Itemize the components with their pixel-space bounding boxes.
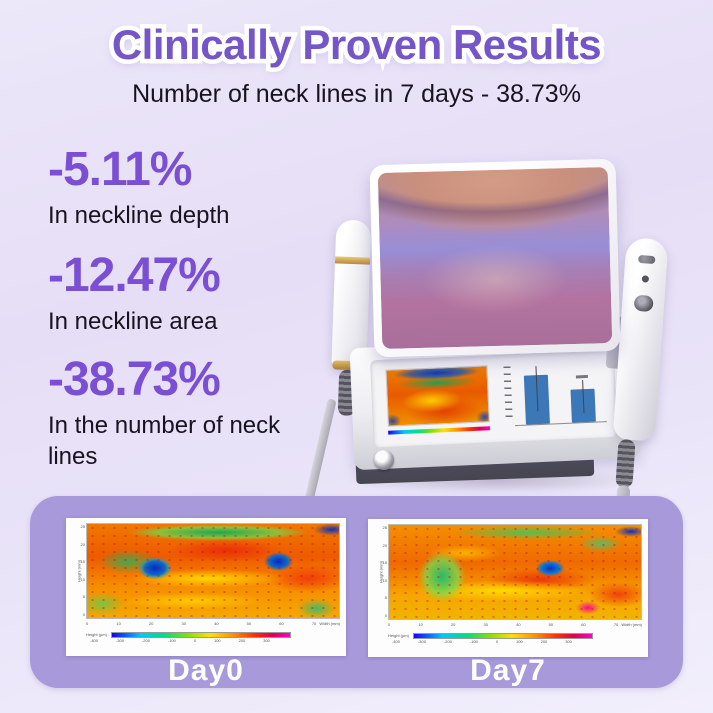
scan-card-day0: Height (mm) 25 20 15 10 5 0 0 10 20 30 40 50 60 70 W…: [66, 518, 346, 656]
colorbar: [110, 631, 291, 638]
bar: [523, 374, 550, 425]
console-knob: [374, 450, 394, 470]
bar-day0: [523, 361, 550, 425]
neck-scan-display: [377, 167, 613, 349]
console-heatmap: [385, 365, 490, 427]
heatmap-day0: [86, 523, 340, 619]
stat-neckline-area: -12.47% In neckline area: [48, 249, 221, 337]
colorbar-ticks: -400 -300 -200 -100 0 100 200 300: [90, 638, 270, 643]
colorbar-row: Height (μm): [388, 632, 642, 639]
before-after-panel: Height (mm) 25 20 15 10 5 0 0 10 20 30 40 50 60 70 W…: [30, 496, 683, 688]
handpiece-cable: [615, 438, 636, 489]
page-subtitle: Number of neck lines in 7 days - 38.73%: [132, 80, 581, 108]
x-axis: 0 10 20 30 40 50 60 70 Width (mm): [86, 619, 340, 628]
bar-day7: [569, 359, 596, 423]
y-axis-ticks: 25 20 15 10 5 0: [382, 525, 387, 618]
heatmap-speckle: [389, 525, 641, 619]
colorbar: [412, 632, 593, 639]
stat-label: In neckline depth: [48, 202, 230, 229]
handpiece-handle: [612, 237, 669, 442]
console-bar-chart: [501, 358, 608, 434]
console-colorbar: [388, 426, 491, 435]
handle-dot-icon: [641, 275, 650, 283]
page-title-outline: Clinically Proven Results: [107, 17, 606, 72]
stat-value: -12.47%: [48, 249, 221, 302]
day0-label: Day0: [168, 654, 244, 687]
colorbar-ticks: -400 -300 -200 -100 0 100 200 300: [392, 639, 572, 644]
colorbar-row: Height (μm): [86, 631, 340, 638]
stat-neck-lines-count: -38.73% In the number of neck lines: [48, 356, 288, 472]
handle-opening: [633, 294, 654, 313]
device-screen-unit: [369, 158, 621, 358]
x-axis-label: Width (mm): [319, 621, 340, 626]
gold-band: [334, 256, 371, 265]
x-axis-ticks: 0 10 20 30 40 50 60 70: [86, 621, 317, 626]
colorbar-label: Height (μm): [86, 632, 107, 637]
handle-slot-icon: [637, 254, 656, 265]
x-axis: 0 10 20 30 40 50 60 70 Width (mm): [388, 620, 642, 629]
stat-neckline-depth: -5.11% In neckline depth: [48, 146, 229, 231]
day7-label: Day7: [470, 654, 546, 687]
bar: [570, 388, 596, 423]
bar-chart-y-axis: [501, 366, 513, 423]
scan-card-day7: Height (mm) 25 20 15 10 5 0 0 10 20 30 40 50 60 70 W…: [368, 519, 648, 657]
y-axis: Height (mm) 25 20 15 10 5 0: [371, 524, 388, 620]
stat-value: -38.73%: [48, 353, 221, 406]
stat-value: -5.11%: [48, 143, 192, 196]
stat-label: In neckline area: [48, 308, 218, 335]
heatmap-day7: [388, 524, 642, 620]
console-display: [370, 349, 618, 449]
bar-chart-annotation: [575, 374, 588, 379]
heatmap-speckle: [87, 524, 339, 618]
x-axis-ticks: 0 10 20 30 40 50 60 70: [388, 622, 619, 627]
x-axis-label: Width (mm): [621, 622, 642, 627]
page-title-text: Clinically Proven Results: [111, 21, 602, 68]
y-axis-ticks: 25 20 15 10 5 0: [80, 524, 85, 617]
stat-label: In the number of neck lines: [48, 412, 281, 471]
colorbar-label: Height (μm): [388, 633, 409, 638]
bar-chart-plot: [512, 358, 607, 427]
y-axis: Height (mm) 25 20 15 10 5 0: [69, 523, 86, 619]
page-title: Clinically Proven Results Clinically Pro…: [0, 17, 713, 72]
